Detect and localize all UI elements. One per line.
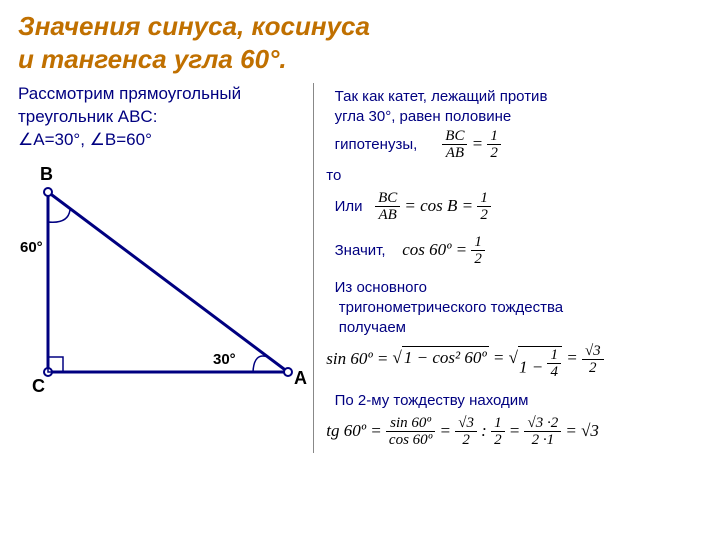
intro-text: Рассмотрим прямоугольный треугольник ABC… [18,83,313,152]
explain-1: Так как катет, лежащий против угла 30°, … [326,87,720,162]
intro-line2: треугольник ABC: [18,107,157,126]
explain-2: Из основного тригонометрического тождест… [326,278,720,339]
triangle-diagram: B C A 60° 30° [18,152,308,432]
title-line1: Значения синуса, косинуса [18,11,370,41]
angles-text: ∠A=30°, ∠B=60° [18,130,152,149]
svg-text:60°: 60° [20,239,43,256]
frac-half1: 12 [487,128,501,162]
svg-text:A: A [294,368,307,388]
left-column: Рассмотрим прямоугольный треугольник ABC… [0,83,313,453]
title-line2: и тангенса угла 60°. [18,44,287,74]
eq-cosB: Или BCAB = cos B = 12 [326,190,720,224]
eq-tg60: tg 60º = sin 60ºcos 60º = √32 : 12 = √3 … [326,415,720,449]
to-label: то [326,167,341,184]
right-column: Так как катет, лежащий против угла 30°, … [313,83,720,453]
frac-bcab: BCAB [442,128,467,162]
svg-text:30°: 30° [213,351,236,368]
explain-3: По 2-му тождеству находим [326,391,720,411]
eq-cos60: Значит, cos 60º = 12 [326,234,720,268]
svg-text:B: B [40,164,53,184]
page-title: Значения синуса, косинуса и тангенса угл… [0,0,720,75]
svg-text:C: C [32,376,45,396]
eq-sin60: sin 60º = √1 − cos² 60º = √1 − 14 = √32 [326,343,720,381]
content-area: Рассмотрим прямоугольный треугольник ABC… [0,75,720,453]
intro-line1: Рассмотрим прямоугольный [18,84,241,103]
